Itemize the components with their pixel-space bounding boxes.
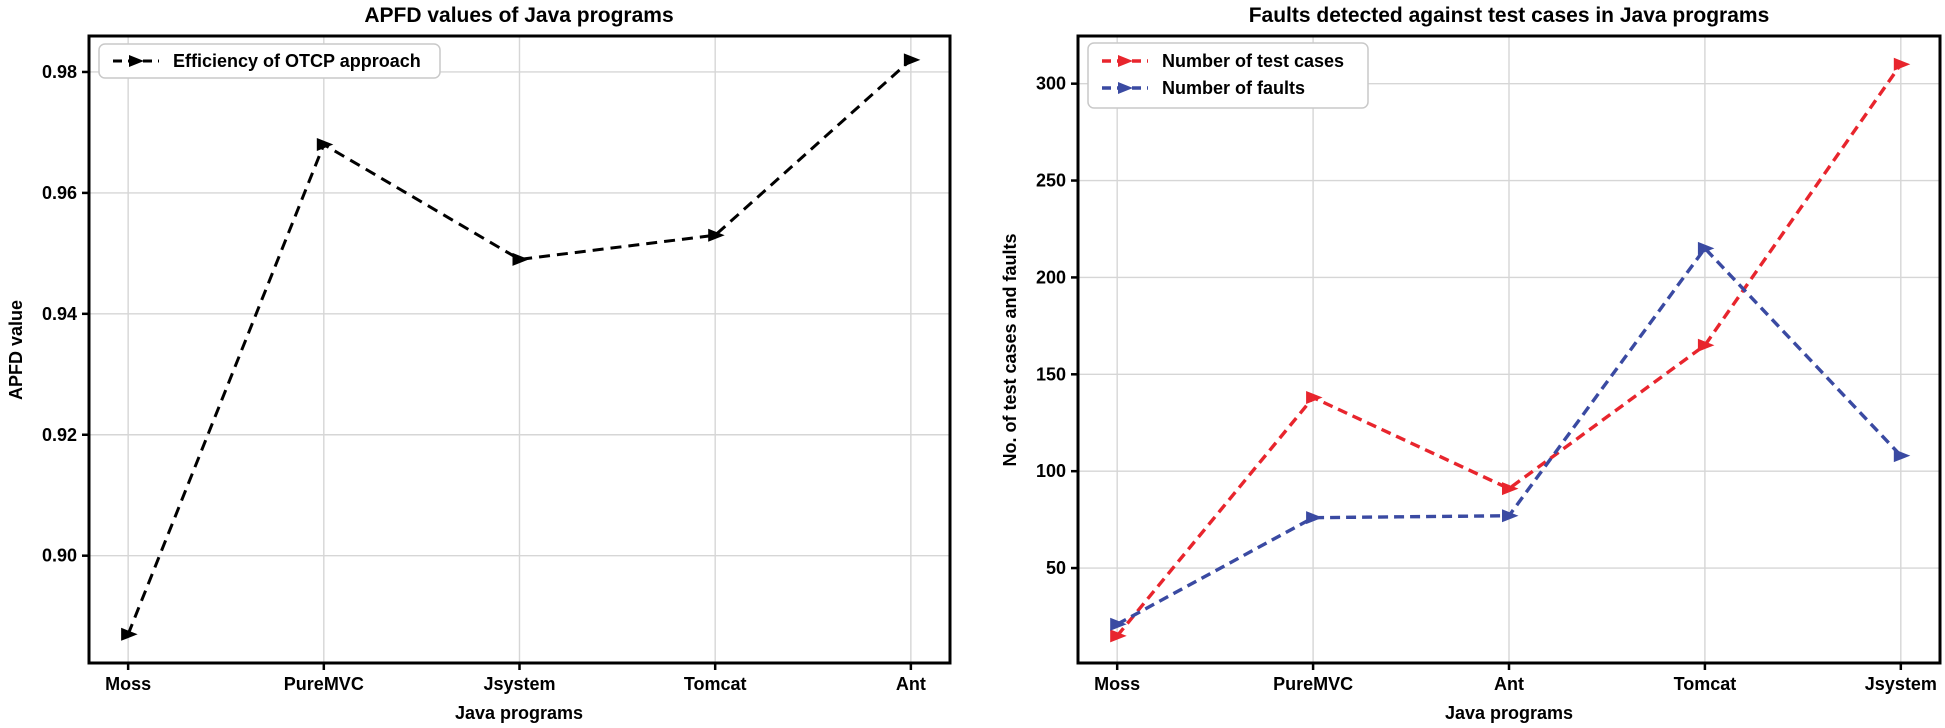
legend-marker-sample: [1118, 55, 1133, 67]
legend-label: Number of faults: [1162, 78, 1305, 98]
legend-label: Number of test cases: [1162, 51, 1344, 71]
x-tick-label: Ant: [1494, 674, 1524, 694]
chart-title: Faults detected against test cases in Ja…: [1249, 4, 1770, 27]
y-tick-label: 200: [1036, 267, 1066, 287]
data-point-marker: [512, 252, 529, 266]
x-axis-label: Java programs: [455, 703, 583, 723]
data-point-marker: [1697, 338, 1715, 352]
y-tick-label: 0.98: [42, 62, 77, 82]
x-tick-label: Tomcat: [1674, 674, 1737, 694]
data-point-marker: [903, 53, 921, 67]
x-tick-label: Ant: [896, 674, 926, 694]
data-point-marker: [1502, 482, 1519, 496]
y-axis-label: No. of test cases and faults: [1000, 233, 1020, 466]
x-tick-label: Jsystem: [1865, 674, 1937, 694]
legend-marker-sample: [129, 55, 144, 67]
x-tick-label: Moss: [1094, 674, 1140, 694]
y-tick-label: 50: [1046, 558, 1066, 578]
y-tick-label: 300: [1036, 74, 1066, 94]
left-chart-static: APFD values of Java programs Java progra…: [6, 4, 674, 723]
data-point-marker: [1502, 509, 1519, 523]
legend-box: [98, 43, 441, 79]
y-tick-label: 100: [1036, 461, 1066, 481]
x-axis-label: Java programs: [1445, 703, 1573, 723]
left-chart: Moss PureMVC Jsystem Tomcat Ant 0.90 0.92 0.94 0…: [42, 34, 952, 694]
data-point-marker: [121, 627, 138, 641]
data-point-marker: [708, 228, 725, 242]
legend-marker-sample: [1118, 82, 1133, 94]
series-line: [126, 58, 912, 635]
data-point-marker: [1893, 449, 1911, 463]
x-tick-label: Jsystem: [483, 674, 555, 694]
x-tick-label: Tomcat: [684, 674, 747, 694]
data-point-marker: [316, 138, 334, 152]
y-tick-label: 0.94: [42, 304, 77, 324]
right-chart-static: Faults detected against test cases in Ja…: [1000, 4, 1769, 723]
data-point-marker: [1306, 511, 1323, 525]
legend: Number of test cases Number of faults: [1087, 42, 1369, 109]
y-tick-label: 150: [1036, 364, 1066, 384]
series-line: [1115, 63, 1903, 637]
y-tick-label: 250: [1036, 171, 1066, 191]
legend-box: [1087, 42, 1369, 109]
y-axis-label: APFD value: [6, 300, 26, 400]
legend-label: Efficiency of OTCP approach: [173, 51, 421, 71]
data-point-marker: [1110, 629, 1127, 643]
legend: Efficiency of OTCP approach: [98, 43, 441, 79]
data-point-marker: [1697, 241, 1715, 255]
y-tick-label: 0.90: [42, 546, 77, 566]
x-tick-label: Moss: [105, 674, 151, 694]
x-tick-label: PureMVC: [1273, 674, 1353, 694]
data-point-marker: [1306, 391, 1323, 405]
y-tick-label: 0.96: [42, 183, 77, 203]
chart-title: APFD values of Java programs: [364, 4, 673, 27]
right-chart: Moss PureMVC Ant Tomcat Jsystem 50 100 150 200 25…: [1036, 34, 1942, 694]
y-tick-label: 0.92: [42, 425, 77, 445]
data-point-marker: [1110, 617, 1127, 631]
data-point-marker: [1893, 57, 1911, 71]
x-tick-label: PureMVC: [284, 674, 364, 694]
